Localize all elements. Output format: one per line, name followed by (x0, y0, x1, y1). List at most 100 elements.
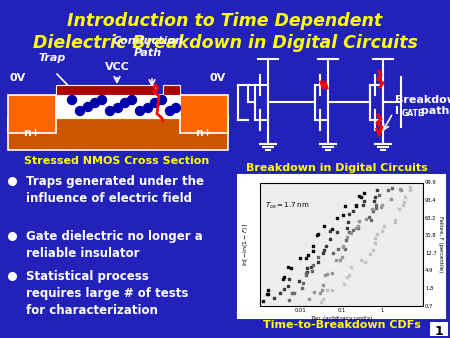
Point (315, 232, 322, 237)
Point (377, 204, 384, 209)
Text: 4.9: 4.9 (425, 268, 433, 273)
Point (309, 269, 316, 274)
Point (306, 297, 313, 302)
Point (352, 226, 360, 231)
Point (342, 246, 349, 252)
Point (353, 203, 360, 209)
Text: VCC: VCC (104, 62, 130, 72)
Point (281, 274, 288, 280)
Point (365, 214, 373, 219)
Point (309, 248, 316, 254)
Point (316, 291, 324, 296)
Point (343, 235, 351, 240)
Point (320, 296, 327, 301)
Bar (260, 183, 423, 306)
Point (337, 257, 344, 263)
Point (372, 235, 379, 240)
Bar (163, 85, 180, 95)
Point (328, 288, 336, 293)
Point (299, 281, 306, 286)
Point (309, 263, 316, 268)
Point (355, 223, 362, 229)
Point (368, 217, 375, 223)
Point (395, 207, 402, 212)
Bar (8, 95, 56, 133)
Point (360, 203, 367, 208)
Circle shape (68, 96, 76, 104)
Circle shape (144, 103, 153, 113)
Point (353, 202, 360, 208)
Text: Introduction to Time Dependent: Introduction to Time Dependent (68, 12, 382, 30)
Point (329, 250, 337, 255)
Point (370, 247, 377, 253)
Point (400, 199, 408, 205)
Text: Stressed NMOS Cross Section: Stressed NMOS Cross Section (24, 156, 210, 166)
Point (349, 208, 356, 214)
Point (381, 223, 388, 228)
Text: Breakdown: Breakdown (395, 95, 450, 105)
Point (319, 287, 326, 293)
Point (303, 271, 310, 276)
Point (346, 272, 353, 277)
Point (347, 265, 355, 270)
Circle shape (105, 106, 114, 116)
Point (356, 218, 363, 223)
Point (291, 291, 298, 296)
Point (406, 185, 414, 190)
Text: 0V: 0V (210, 73, 226, 83)
Bar (56, 85, 155, 95)
Text: n+: n+ (195, 128, 212, 138)
Circle shape (76, 106, 85, 116)
Text: n+: n+ (23, 128, 40, 138)
Point (342, 203, 349, 209)
Point (296, 279, 303, 284)
Point (321, 247, 328, 253)
Text: 0V: 0V (10, 73, 26, 83)
Text: 0.7: 0.7 (425, 304, 433, 309)
Point (346, 230, 353, 235)
Point (324, 287, 331, 292)
Text: I: I (395, 106, 399, 116)
Point (344, 219, 351, 225)
Bar (180, 95, 228, 133)
Point (307, 264, 314, 270)
Point (263, 291, 270, 296)
Circle shape (171, 103, 180, 113)
Point (280, 286, 288, 292)
Point (372, 205, 379, 210)
Point (328, 270, 336, 275)
Point (388, 185, 396, 190)
Text: 1: 1 (435, 325, 443, 338)
Point (259, 298, 266, 304)
Point (310, 244, 317, 249)
Point (338, 254, 346, 259)
Text: 30.8: 30.8 (425, 233, 436, 238)
Point (284, 284, 292, 289)
Text: 63.2: 63.2 (425, 216, 436, 221)
Point (362, 216, 369, 221)
Point (328, 226, 336, 232)
Point (346, 211, 353, 217)
Point (355, 225, 362, 231)
Point (324, 271, 331, 276)
Bar (430, 322, 448, 336)
Point (373, 202, 380, 207)
Text: Breakdown in Digital Circuits: Breakdown in Digital Circuits (246, 163, 428, 173)
Point (397, 187, 404, 192)
Bar (56, 95, 180, 118)
Point (320, 251, 327, 256)
Point (321, 272, 328, 278)
Text: Traps generated under the
influence of electric field: Traps generated under the influence of e… (26, 175, 204, 205)
Point (374, 231, 381, 237)
Point (339, 245, 346, 250)
Point (340, 282, 347, 287)
Point (285, 276, 292, 282)
Point (357, 194, 364, 199)
Text: Conduction
Path: Conduction Path (112, 37, 184, 58)
Point (271, 296, 278, 301)
Bar (8, 118, 228, 150)
Point (276, 291, 284, 296)
Circle shape (158, 96, 166, 104)
Point (371, 198, 378, 203)
Point (326, 237, 333, 242)
